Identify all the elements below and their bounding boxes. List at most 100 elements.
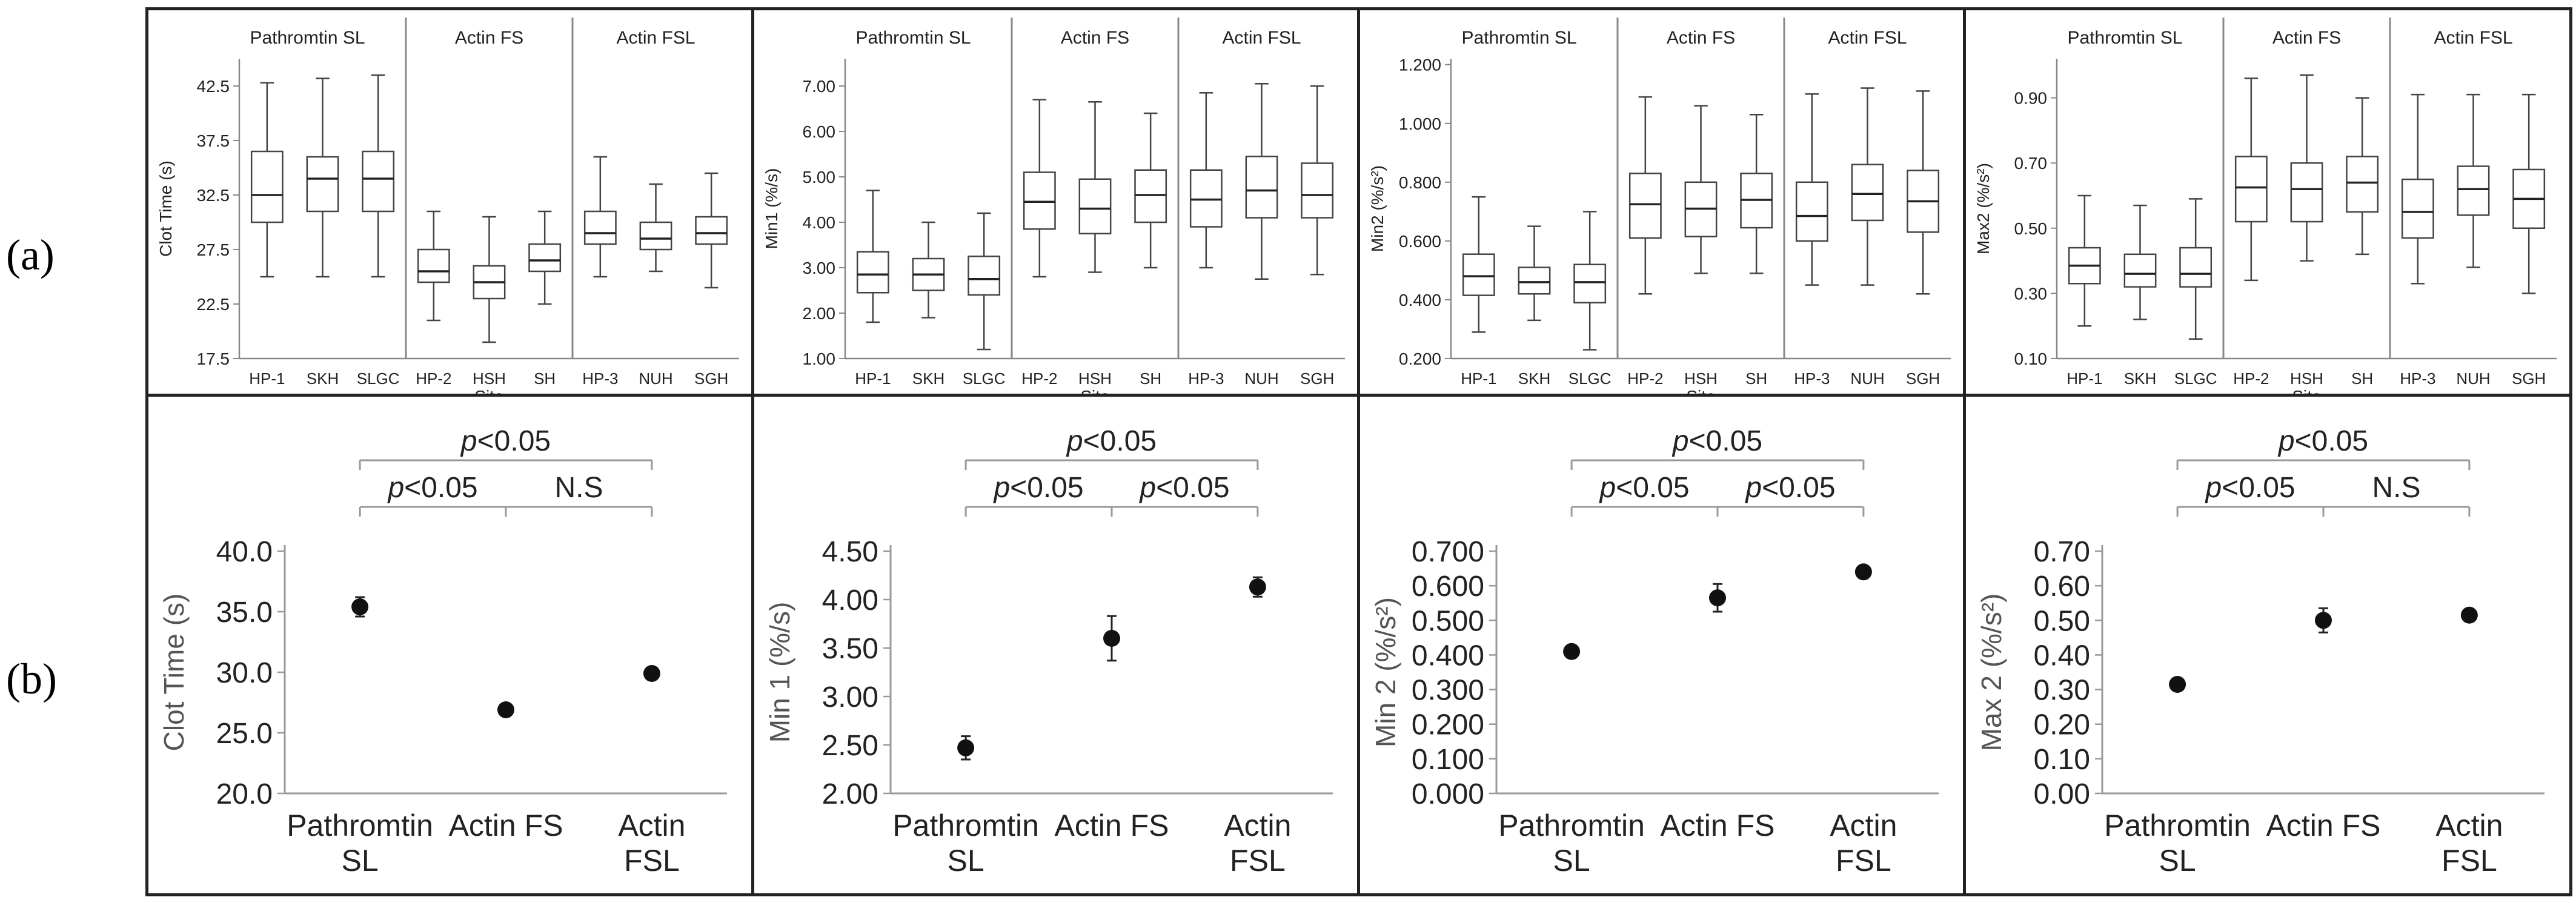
y-tick-label: 22.5 [197, 295, 230, 314]
box-SGH [1301, 85, 1334, 276]
significance-bracket [1110, 506, 1259, 517]
box-SGH [695, 172, 728, 289]
y-tick-label: 0.200 [1412, 709, 1484, 741]
y-tick-label: 4.00 [803, 213, 836, 232]
p-symbol: p [460, 425, 477, 457]
y-tick-label: 4.00 [822, 584, 878, 617]
x-axis-label: Site [1080, 387, 1109, 394]
x-tick-label: SKH [912, 369, 944, 388]
significance-value: N.S [2372, 472, 2420, 504]
x-tick-label: HSH [2290, 369, 2323, 388]
data-point-marker [1563, 643, 1581, 660]
x-tick-label: HP-1 [855, 369, 891, 388]
y-tick-label: 2.00 [822, 778, 878, 810]
x-tick-label: NUH [1850, 369, 1884, 388]
x-tick-label: HSH [1684, 369, 1718, 388]
x-tick-label: Actin FS [2266, 809, 2381, 842]
box-HP-3 [583, 156, 617, 278]
x-tick-label: HP-3 [582, 369, 618, 388]
significance-label: p<0.05 [1744, 472, 1835, 504]
x-tick-label: SL [342, 844, 379, 878]
chart-svg-1: 17.5 22.5 27.5 32.5 37.5 42.5 Clot Time (s) Pat… [156, 18, 739, 394]
box-iqr [583, 210, 617, 245]
box-HP-3 [1795, 93, 1828, 286]
y-tick-label: 1.000 [1399, 114, 1441, 133]
x-tick-label: HP-2 [1021, 369, 1057, 388]
y-tick-label: 27.5 [197, 240, 230, 259]
y-tick-label: 0.000 [1412, 778, 1484, 810]
p-symbol: p [1744, 472, 1762, 504]
y-tick-label: 5.00 [803, 168, 836, 187]
x-tick-label: Actin [1830, 809, 1897, 842]
x-tick-label: HP-1 [2066, 369, 2102, 388]
y-axis-label: Min1 (%/s) [762, 168, 781, 250]
y-tick-label: 0.30 [2014, 284, 2048, 303]
x-tick-label: Pathromtin [287, 809, 433, 842]
box-SKH [1518, 225, 1551, 322]
y-tick-label: 17.5 [197, 349, 230, 368]
x-tick-label: Actin [1224, 809, 1291, 842]
x-tick-label: SLGC [1569, 369, 1612, 388]
x-tick-label: Actin FS [1661, 809, 1775, 842]
significance-label: p<0.05 [992, 472, 1083, 504]
p-symbol: p [2204, 472, 2222, 504]
data-point-marker [2315, 612, 2332, 629]
box-NUH [639, 183, 672, 273]
box-iqr [1518, 266, 1551, 295]
box-HSH [473, 216, 506, 343]
data-point-2 [1103, 615, 1120, 662]
chart-svg-4: 0.10 0.30 0.50 0.70 0.90 Max2 (%/s²) Pathromti… [1974, 18, 2557, 394]
box-SH [2346, 97, 2379, 256]
box-iqr [1301, 162, 1334, 219]
p-symbol: p [387, 472, 404, 504]
box-iqr [968, 256, 1001, 296]
box-iqr [2457, 165, 2490, 216]
significance-value: <0.05 [2222, 472, 2295, 504]
y-tick-label: 0.100 [1412, 744, 1484, 776]
x-tick-label: SL [948, 844, 984, 878]
box-iqr [1189, 169, 1223, 228]
y-axis-label: Clot Time (s) [158, 594, 190, 752]
x-tick-label: SGH [694, 369, 728, 388]
significance-value: <0.05 [1616, 472, 1689, 504]
x-tick-label: NUH [639, 369, 672, 388]
row-label-b: (b) [6, 655, 57, 703]
box-HP-1 [856, 190, 889, 323]
significance-value: <0.05 [1762, 472, 1835, 504]
box-iqr [1078, 178, 1112, 234]
x-axis-label: Site [2292, 387, 2321, 394]
box-HSH [1684, 105, 1718, 274]
box-SGH [2512, 93, 2546, 294]
y-tick-label: 0.70 [2034, 536, 2090, 568]
p-symbol: p [992, 472, 1010, 504]
chart-svg-2: 1.00 2.00 3.00 4.00 5.00 6.00 7.00 Min1 (%/s) Pa… [762, 18, 1345, 394]
x-tick-label: HP-2 [1627, 369, 1663, 388]
box-SKH [2123, 204, 2157, 320]
group-title: Actin FS [455, 28, 523, 48]
y-axis-label: Min 2 (%/s²) [1370, 597, 1401, 747]
y-tick-label: 6.00 [803, 122, 836, 141]
chart-svg-7: 0.0000.1000.2000.3000.4000.5000.6000.700… [1370, 425, 1939, 878]
significance-value: <0.05 [1010, 472, 1083, 504]
data-point-2 [2315, 607, 2332, 633]
chart-panel-4: 0.10 0.30 0.50 0.70 0.90 Max2 (%/s²) Pathromti… [1963, 7, 2572, 397]
significance-label: p<0.05 [1671, 425, 1762, 457]
y-tick-label: 0.00 [2034, 778, 2090, 810]
y-tick-label: 2.50 [822, 730, 878, 762]
data-point-2 [497, 701, 514, 718]
box-iqr [1245, 156, 1278, 219]
y-axis-label: Clot Time (s) [156, 160, 175, 257]
y-tick-label: 7.00 [803, 77, 836, 96]
box-SLGC [362, 74, 395, 278]
significance-bracket [964, 506, 1113, 517]
group-title: Pathromtin SL [250, 28, 365, 48]
data-point-3 [1249, 576, 1266, 598]
data-point-1 [1563, 643, 1581, 660]
significance-label: N.S [2372, 472, 2420, 504]
x-tick-label: SGH [2512, 369, 2546, 388]
y-tick-label: 1.200 [1399, 56, 1441, 74]
data-point-marker [351, 598, 369, 615]
x-tick-label: HP-3 [1188, 369, 1224, 388]
y-tick-label: 0.800 [1399, 173, 1441, 192]
significance-value: <0.05 [1689, 425, 1762, 457]
